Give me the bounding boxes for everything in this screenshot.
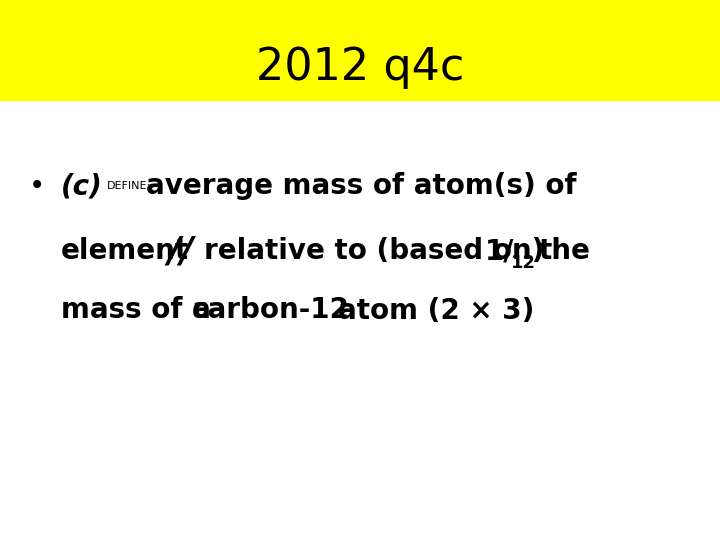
Text: •: • — [29, 172, 45, 200]
Text: DEFINE:: DEFINE: — [107, 181, 150, 191]
Text: element: element — [61, 237, 189, 265]
Text: 2012 q4c: 2012 q4c — [256, 46, 464, 89]
Text: relative to (based on): relative to (based on) — [204, 237, 544, 265]
Text: average mass of atom(s) of: average mass of atom(s) of — [146, 172, 577, 200]
Text: the: the — [539, 237, 590, 265]
Text: atom (2 × 3): atom (2 × 3) — [338, 296, 534, 325]
Text: 1/: 1/ — [485, 237, 514, 265]
Text: //: // — [168, 234, 194, 268]
Bar — [0, 0, 720, 100]
Text: carbon-12: carbon-12 — [192, 296, 350, 325]
Text: (c): (c) — [61, 172, 103, 200]
Text: mass of a: mass of a — [61, 296, 211, 325]
Text: 12: 12 — [510, 254, 536, 272]
